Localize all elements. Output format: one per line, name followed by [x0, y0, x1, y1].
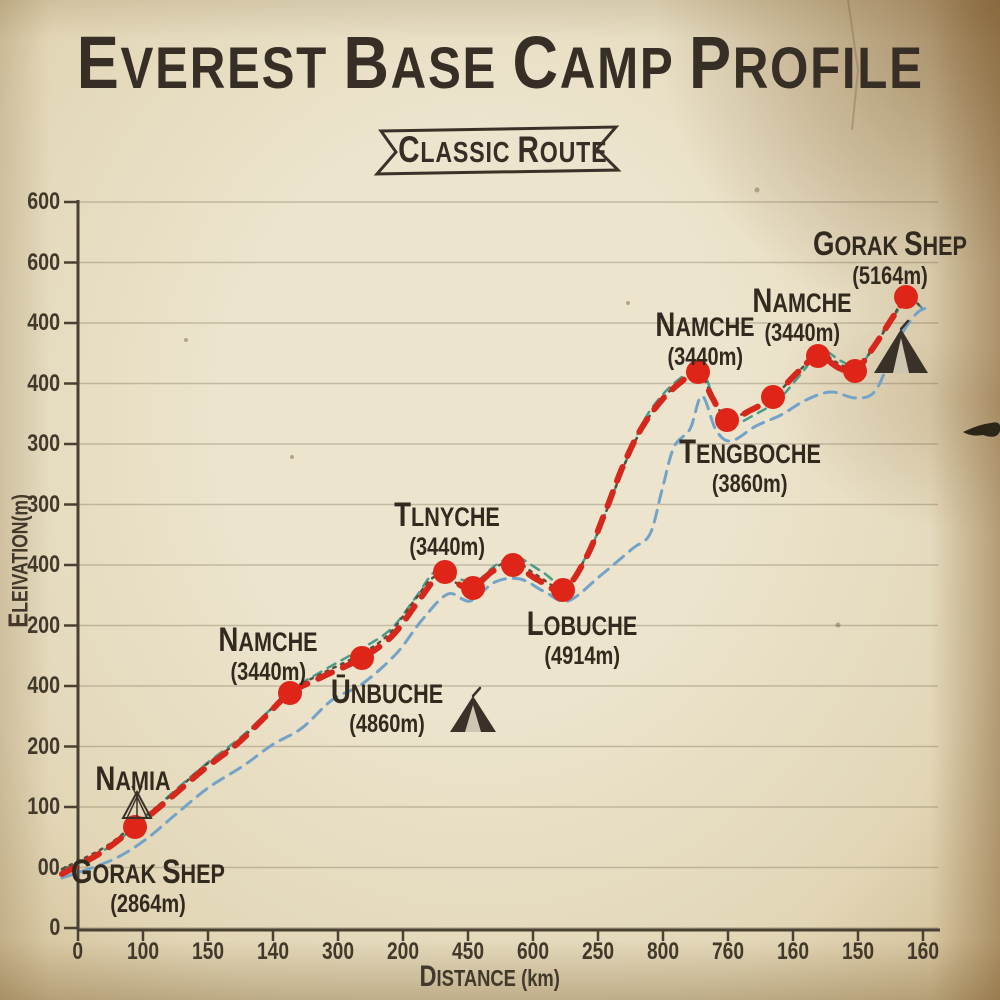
waypoint-dot: [433, 560, 457, 584]
paper-speck: [626, 301, 630, 305]
waypoint-dot: [123, 815, 147, 839]
route-blue-dashed: [60, 305, 933, 880]
ink-blot: [963, 422, 1000, 437]
paper-speck: [290, 455, 294, 459]
route-teal-dashed: [60, 297, 925, 873]
banner-label: CLASSIC ROUTE: [372, 128, 622, 174]
waypoint-dot: [501, 553, 525, 577]
route-red-dashed-main: [59, 294, 909, 877]
page-title: EVEREST BASE CAMP PROFILE: [0, 21, 1000, 111]
paper-speck: [754, 187, 760, 193]
tent-door: [465, 705, 481, 732]
banner-label-text: CLASSIC ROUTE: [398, 128, 608, 170]
tent-pole: [126, 785, 143, 819]
paper-crease: [847, 0, 860, 131]
x-axis-title: DISTANCE (km): [419, 960, 561, 993]
waypoint-dot: [350, 646, 374, 670]
page-title-text: EVEREST BASE CAMP PROFILE: [76, 21, 924, 104]
tent-door: [893, 338, 909, 373]
waypoint-dot: [843, 359, 867, 383]
waypoint-dot: [894, 285, 918, 309]
banner-ribbon: [373, 125, 622, 176]
waypoint-dot: [715, 408, 739, 432]
waypoint-dot: [461, 576, 485, 600]
waypoint-dot: [551, 578, 575, 602]
waypoint-dot: [278, 681, 302, 705]
paper-speck: [184, 338, 188, 342]
waypoint-dot: [686, 360, 710, 384]
waypoint-dot: [761, 385, 785, 409]
tent-flag: [899, 319, 910, 331]
waypoint-dot: [806, 344, 830, 368]
tent-flag: [471, 686, 482, 698]
tent-pole: [131, 785, 148, 819]
paper-speck: [835, 622, 841, 628]
y-axis-title: ELEIVATION(m): [2, 493, 34, 628]
